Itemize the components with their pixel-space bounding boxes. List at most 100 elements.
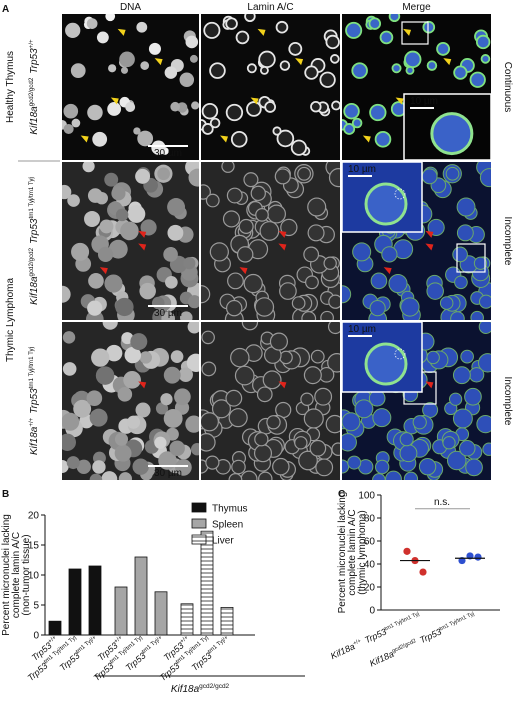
allele: tm1 Tyj/tm1 Tyj bbox=[28, 347, 35, 388]
nucleus bbox=[154, 436, 167, 449]
merged-nucleus bbox=[456, 224, 474, 242]
nucleus bbox=[170, 350, 184, 363]
arrowhead bbox=[425, 381, 434, 389]
nucleus bbox=[76, 459, 91, 474]
nucleus bbox=[175, 459, 192, 476]
y-axis-label: (thymic lymphoma) bbox=[357, 510, 368, 594]
nuclear-lamina bbox=[201, 285, 211, 304]
merged-nucleus bbox=[475, 34, 491, 50]
nuclear-lamina bbox=[201, 412, 219, 432]
merged-nucleus bbox=[460, 349, 474, 364]
y-tick-label: 20 bbox=[364, 583, 376, 594]
column-header: Merge bbox=[402, 2, 431, 13]
nuclear-lamina bbox=[225, 103, 244, 122]
nucleus bbox=[92, 131, 108, 147]
merged-nucleus bbox=[454, 275, 468, 290]
x-axis-label: Kif18agcd2/gcd2 bbox=[171, 683, 230, 695]
allele: +/+ bbox=[28, 39, 35, 48]
allele: tm1 Tyj/tm1 Tyj bbox=[28, 177, 35, 218]
merged-nucleus bbox=[468, 367, 485, 383]
nuclear-lamina bbox=[240, 470, 258, 480]
nuclear-lamina bbox=[275, 20, 289, 34]
nuclear-lamina bbox=[269, 332, 289, 351]
nucleus bbox=[104, 274, 123, 293]
merged-nucleus bbox=[426, 60, 438, 71]
nucleus bbox=[167, 224, 184, 241]
merged-nucleus bbox=[369, 103, 387, 122]
nuclear-lamina bbox=[209, 117, 221, 129]
merged-nucleus bbox=[426, 282, 444, 300]
nuclear-lamina bbox=[331, 100, 340, 111]
nucleus bbox=[67, 194, 80, 207]
merged-nucleus bbox=[469, 71, 486, 88]
nucleus bbox=[84, 210, 101, 227]
nuclear-lamina bbox=[319, 71, 336, 88]
inset-scale-bar-label: 10 µm bbox=[410, 96, 438, 107]
nuclear-lamina bbox=[325, 414, 340, 434]
bar bbox=[180, 603, 194, 636]
merged-nucleus bbox=[412, 415, 427, 430]
merged-nucleus bbox=[374, 459, 390, 475]
micrograph bbox=[62, 322, 199, 480]
data-point bbox=[474, 553, 482, 561]
nuclear-lamina bbox=[288, 41, 303, 56]
nuclear-lamina bbox=[264, 101, 277, 113]
nuclear-lamina bbox=[201, 103, 219, 120]
nuclear-lamina bbox=[258, 50, 276, 69]
nuclear-lamina bbox=[276, 129, 295, 148]
micrograph bbox=[201, 14, 340, 160]
nucleus bbox=[170, 101, 180, 112]
merged-nucleus bbox=[421, 168, 438, 185]
merged-nucleus bbox=[422, 20, 436, 34]
bar bbox=[88, 565, 102, 636]
y-axis-label: Percent micronuclei lacking bbox=[337, 492, 348, 614]
y-axis-label: Percent micronuclei lacking bbox=[1, 514, 12, 636]
arrowhead bbox=[99, 267, 108, 275]
nuclear-lamina bbox=[327, 322, 340, 335]
allele: gcd2/gcd2 bbox=[28, 247, 35, 276]
merged-nucleus bbox=[477, 353, 491, 373]
nuclear-lamina bbox=[262, 370, 282, 390]
nucleus bbox=[86, 390, 103, 407]
nucleus bbox=[115, 297, 134, 317]
micrograph bbox=[62, 162, 199, 320]
nucleus bbox=[191, 101, 199, 110]
nuclear-lamina bbox=[331, 442, 340, 457]
data-point bbox=[403, 547, 411, 555]
nuclear-lamina bbox=[300, 392, 314, 406]
merged-nucleus bbox=[452, 408, 473, 429]
nucleus bbox=[62, 433, 76, 451]
nucleus bbox=[123, 370, 141, 389]
merged-nucleus bbox=[482, 442, 491, 456]
arrowhead bbox=[443, 58, 452, 66]
y-axis-label: complete lamin A/C bbox=[11, 532, 22, 618]
nucleus bbox=[105, 14, 116, 22]
arrowhead bbox=[278, 230, 287, 238]
arrowhead bbox=[278, 243, 287, 251]
nuclear-lamina bbox=[307, 197, 327, 217]
nuclear-lamina bbox=[238, 218, 254, 234]
allele: +/+ bbox=[47, 635, 58, 645]
nuclear-lamina bbox=[310, 349, 325, 364]
nucleus bbox=[118, 472, 133, 480]
genotype-label: Kif18a+/+​Trp53tm1 Tyj/tm1 Tyj​ bbox=[28, 347, 40, 455]
allele: +/+ bbox=[179, 635, 190, 645]
merged-nucleus bbox=[391, 63, 402, 74]
merged-nucleus bbox=[464, 387, 482, 406]
allele: +/+ bbox=[113, 635, 124, 645]
nuclear-lamina bbox=[246, 101, 262, 117]
merged-nucleus bbox=[478, 322, 491, 334]
arrowhead bbox=[403, 28, 412, 36]
merged-nucleus bbox=[453, 65, 468, 80]
merged-nucleus bbox=[369, 300, 386, 317]
arrowhead bbox=[138, 230, 147, 238]
nucleus bbox=[87, 300, 103, 316]
nuclear-lamina bbox=[259, 65, 269, 75]
nucleus bbox=[114, 432, 129, 446]
merged-nucleus bbox=[342, 433, 357, 452]
y-tick-label: 15 bbox=[28, 541, 40, 552]
nuclear-lamina bbox=[279, 282, 297, 300]
nucleus bbox=[137, 130, 154, 147]
arrowhead bbox=[295, 58, 304, 66]
nuclear-lamina bbox=[230, 347, 250, 368]
